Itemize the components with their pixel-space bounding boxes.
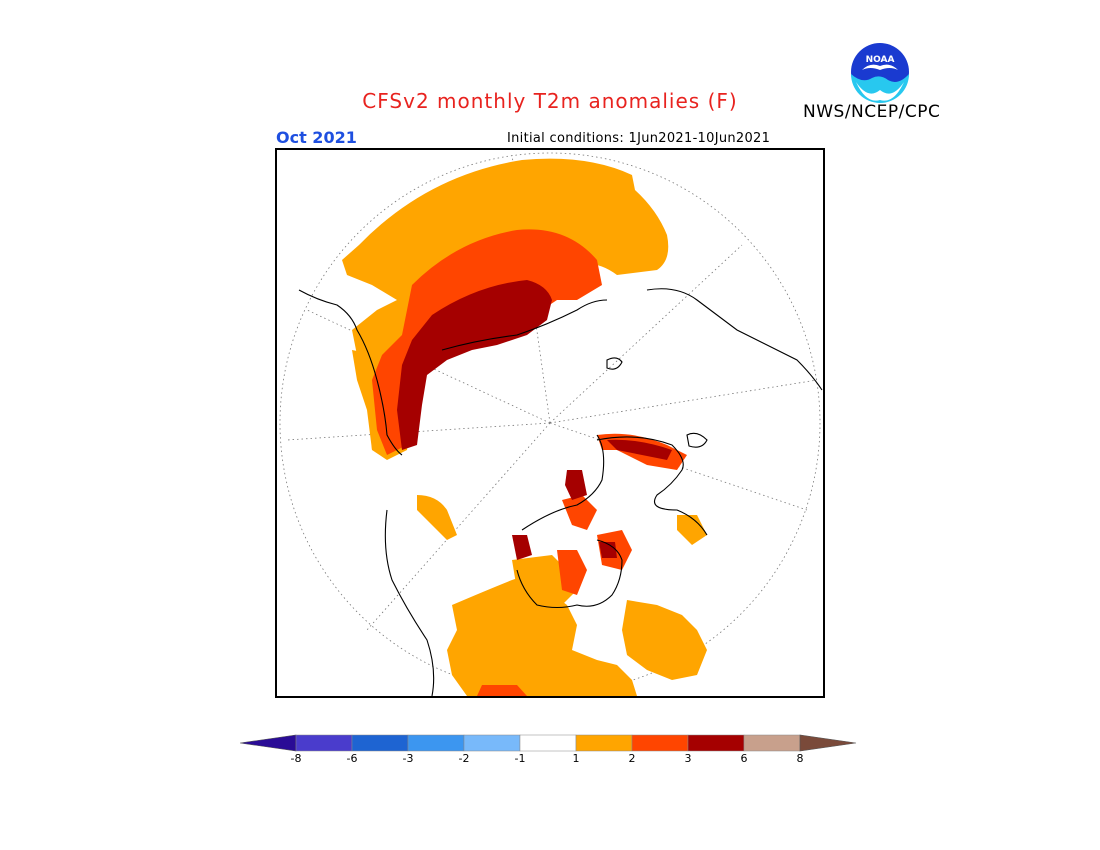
forecast-month: Oct 2021	[276, 128, 357, 147]
colorbar-tick-label: 3	[684, 752, 692, 765]
noaa-logo: NOAA	[849, 41, 911, 103]
greenland-darkred-patch	[512, 535, 532, 560]
colorbar-tick-label: -1	[514, 752, 526, 765]
map-title: CFSv2 monthly T2m anomalies (F)	[362, 89, 738, 113]
canada-west-coast	[384, 509, 435, 696]
scandinavia-coast	[596, 436, 708, 536]
colorbar-bin	[351, 734, 409, 752]
colorbar-arrow-low	[240, 734, 297, 752]
colorbar-bin	[743, 734, 801, 752]
colorbar-tick-label: -2	[458, 752, 470, 765]
colorbar-tick-label: -8	[290, 752, 302, 765]
colorbar-arrow-high	[799, 734, 857, 752]
colorbar-tick-label: 6	[740, 752, 748, 765]
colorbar-tick-label: 8	[796, 752, 804, 765]
colorbar-bin	[631, 734, 689, 752]
colorbar-tick-label: -3	[402, 752, 414, 765]
hudson-bay-coast	[516, 539, 623, 609]
scandinavia-orange-patch	[677, 515, 707, 545]
europe-orange-region	[622, 600, 707, 680]
colorbar-tick-label: -6	[346, 752, 358, 765]
greenland-coast	[521, 434, 605, 531]
alaska-coast	[298, 289, 403, 456]
greenland-orange-patch	[417, 495, 457, 540]
island-2	[686, 432, 708, 448]
colorbar-bin	[575, 734, 633, 752]
hudson-red-patch	[557, 550, 587, 595]
colorbar-tick-label: 1	[572, 752, 580, 765]
agency-label: NWS/NCEP/CPC	[803, 102, 941, 122]
logo-lettering: NOAA	[866, 55, 895, 65]
initial-conditions: Initial conditions: 1Jun2021-10Jun2021	[507, 131, 771, 146]
east-siberia-red-region	[372, 229, 602, 455]
scand-darkred-patch	[599, 542, 617, 558]
anomaly-3-6-shading	[397, 280, 672, 560]
siberia-coast	[441, 299, 608, 351]
colorbar-tick-label: 2	[628, 752, 636, 765]
chukchi-darkred-region	[397, 280, 552, 450]
colorbar-bin	[407, 734, 465, 752]
arctic-canada-red-patch	[562, 495, 597, 530]
baffin-darkred-patch	[565, 470, 587, 500]
colorbar-bin	[687, 734, 745, 752]
eurasia-east-coast	[646, 288, 823, 391]
colorbar-bin	[519, 734, 577, 752]
canada-orange-region	[447, 575, 637, 696]
polar-map-panel	[275, 148, 825, 698]
colorbar-bin	[295, 734, 353, 752]
canada-south-red-patch	[477, 685, 527, 696]
colorbar-bin	[463, 734, 521, 752]
polar-map	[279, 152, 823, 696]
barents-darkred-strip	[607, 439, 672, 460]
island-1	[606, 357, 623, 370]
colorbar	[240, 734, 857, 752]
coastlines	[298, 288, 823, 696]
